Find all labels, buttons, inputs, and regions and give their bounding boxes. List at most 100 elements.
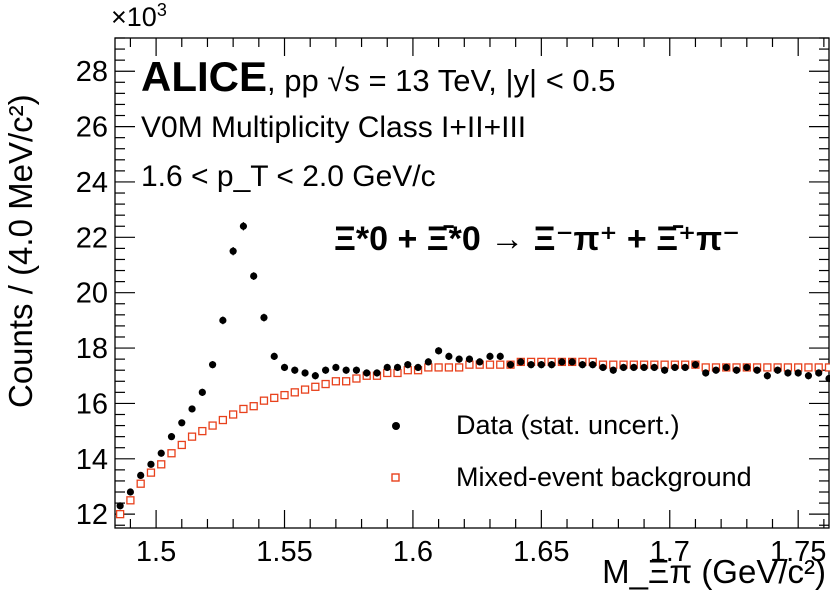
legend-text-data: Data (stat. uncert.) bbox=[456, 410, 680, 440]
data-point bbox=[270, 352, 278, 360]
data-point bbox=[774, 366, 782, 374]
legend-label-background: Mixed-event background bbox=[456, 464, 752, 491]
data-point bbox=[476, 358, 484, 366]
experiment-line: ALICE, pp √s = 13 TeV, |y| < 0.5 bbox=[141, 56, 616, 98]
y-multiplier-exponent: 3 bbox=[156, 0, 167, 20]
background-point bbox=[763, 363, 772, 372]
data-point bbox=[671, 363, 679, 372]
background-point bbox=[342, 377, 351, 386]
data-point bbox=[404, 361, 412, 369]
legend-marker-background bbox=[391, 473, 400, 482]
data-point bbox=[568, 358, 576, 366]
data-point bbox=[732, 366, 741, 374]
data-point bbox=[383, 363, 391, 372]
background-point bbox=[352, 374, 361, 383]
background-point bbox=[157, 460, 166, 469]
data-point bbox=[743, 363, 751, 372]
data-point bbox=[116, 502, 124, 510]
x-tick-label: 1.75 bbox=[770, 536, 826, 568]
axis-tick-labels: 1.5 1.55 1.6 1.65 1.7 1.75 12 14 16 18 20 22 24 26 28 bbox=[76, 56, 827, 568]
data-point bbox=[712, 366, 720, 374]
background-point bbox=[824, 363, 830, 372]
data-point bbox=[496, 352, 504, 360]
data-point bbox=[548, 361, 556, 369]
background-point bbox=[496, 360, 505, 369]
y-multiplier-base: ×10 bbox=[111, 2, 157, 32]
background-point bbox=[270, 393, 279, 403]
background-point bbox=[228, 410, 238, 419]
legend-markers bbox=[391, 422, 400, 482]
data-point bbox=[311, 372, 319, 380]
background-point bbox=[239, 404, 248, 414]
data-point bbox=[435, 347, 443, 355]
x-axis-label: M_Ξπ (GeV/c²) bbox=[602, 553, 826, 590]
y-multiplier: ×103 bbox=[111, 1, 167, 32]
y-tick-label: 14 bbox=[76, 444, 108, 476]
data-point bbox=[178, 419, 186, 427]
data-point bbox=[486, 352, 494, 360]
x-tick-label: 1.7 bbox=[650, 536, 690, 568]
background-point bbox=[115, 510, 125, 519]
x-tick-label: 1.55 bbox=[256, 536, 312, 568]
background-point bbox=[300, 385, 310, 394]
multiplicity-class: V0M Multiplicity Class I+II+III bbox=[141, 113, 526, 143]
data-point bbox=[599, 363, 607, 372]
data-point bbox=[280, 363, 289, 372]
data-point bbox=[784, 369, 792, 377]
data-point bbox=[640, 363, 648, 372]
data-point bbox=[794, 369, 802, 377]
y-tick-label: 26 bbox=[76, 112, 108, 144]
data-point bbox=[609, 366, 617, 374]
data-point bbox=[250, 272, 258, 280]
data-point bbox=[815, 369, 823, 377]
data-point bbox=[753, 366, 761, 374]
data-point bbox=[825, 374, 830, 383]
data-point bbox=[702, 369, 710, 377]
y-tick-label: 18 bbox=[76, 333, 108, 365]
multiplicity-text: V0M Multiplicity Class I+II+III bbox=[141, 111, 527, 144]
data-point bbox=[208, 361, 217, 369]
data-point bbox=[198, 388, 206, 396]
background-point bbox=[177, 440, 186, 450]
data-point bbox=[239, 222, 248, 230]
pt-range-text: 1.6 < p_T < 2.0 GeV/c bbox=[141, 160, 436, 193]
data-point bbox=[465, 355, 474, 363]
data-point bbox=[424, 358, 432, 366]
legend-label-data: Data (stat. uncert.) bbox=[456, 412, 680, 439]
background-point bbox=[331, 377, 341, 386]
data-point bbox=[147, 460, 155, 468]
data-point bbox=[804, 372, 813, 380]
background-point bbox=[455, 363, 464, 372]
data-point bbox=[137, 471, 145, 480]
data-point bbox=[342, 366, 350, 374]
data-point bbox=[661, 366, 669, 374]
data-point bbox=[619, 363, 628, 372]
collision-system: , pp √s = 13 TeV, |y| < 0.5 bbox=[267, 63, 616, 98]
decay-text: Ξ*0 + Ξ̄*0 → Ξ⁻π⁺ + Ξ̄⁺π⁻ bbox=[334, 220, 741, 258]
x-tick-label: 1.6 bbox=[393, 536, 433, 568]
y-tick-label: 24 bbox=[76, 167, 108, 199]
data-series bbox=[116, 222, 830, 510]
data-point bbox=[455, 355, 463, 363]
y-axis-label: Counts / (4.0 MeV/c²) bbox=[2, 94, 39, 408]
data-point bbox=[373, 369, 381, 377]
background-point bbox=[208, 421, 217, 430]
data-point bbox=[219, 316, 227, 324]
x-tick-label: 1.5 bbox=[136, 536, 176, 568]
data-point bbox=[332, 363, 340, 372]
data-point bbox=[352, 366, 361, 374]
y-axis-title: Counts / (4.0 MeV/c²) bbox=[2, 94, 39, 408]
background-point bbox=[434, 363, 443, 372]
data-point bbox=[506, 361, 515, 369]
data-point bbox=[126, 488, 135, 496]
data-point bbox=[167, 433, 176, 441]
data-point bbox=[589, 361, 597, 369]
data-point bbox=[558, 358, 566, 366]
background-point bbox=[198, 426, 207, 436]
data-point bbox=[260, 314, 268, 322]
data-point bbox=[537, 361, 545, 369]
data-point bbox=[322, 366, 330, 374]
pt-range: 1.6 < p_T < 2.0 GeV/c bbox=[141, 162, 436, 192]
background-point bbox=[311, 382, 320, 391]
